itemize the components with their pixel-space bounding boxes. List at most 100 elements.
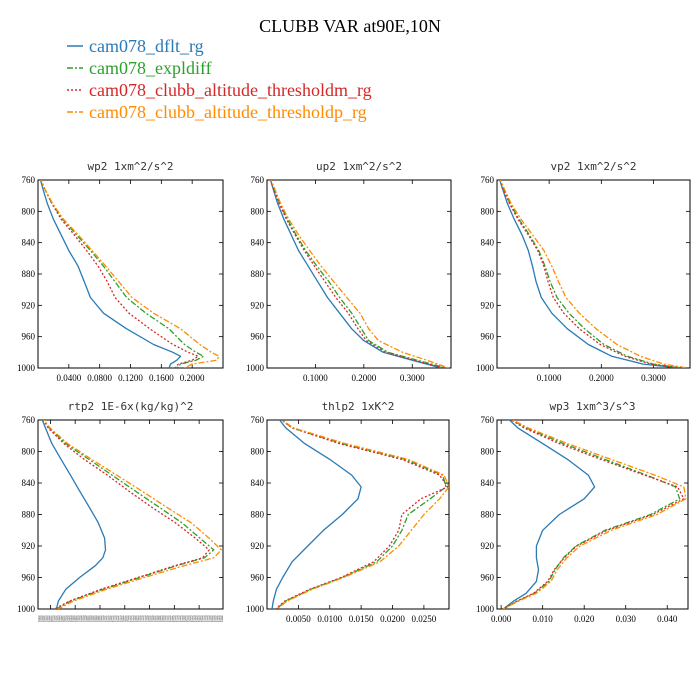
y-tick-label: 960 <box>481 332 495 342</box>
series-line <box>499 180 683 368</box>
legend-label: cam078_expldiff <box>89 58 212 78</box>
x-tick-label: 0.0100 <box>317 614 342 624</box>
series-line <box>271 420 362 609</box>
x-tick-label: 0.1000 <box>537 373 562 383</box>
y-tick-label: 1000 <box>246 604 265 614</box>
panel-title: wp2 1xm^2/s^2 <box>87 160 173 173</box>
series-line <box>270 180 447 368</box>
x-tick-label: 0.2000 <box>351 373 376 383</box>
panel-title: wp3 1xm^3/s^3 <box>549 400 635 413</box>
y-tick-label: 800 <box>22 206 36 216</box>
series-line <box>275 420 447 609</box>
series-line <box>40 180 199 368</box>
y-tick-label: 800 <box>251 447 265 457</box>
y-tick-label: 920 <box>251 300 265 310</box>
y-tick-label: 800 <box>481 206 495 216</box>
panel: vp2 1xm^2/s^2 760 800 840 880 920 960 1000 0.100… <box>476 160 691 383</box>
legend-item: cam078_clubb_altitude_thresholdm_rg <box>67 80 372 100</box>
panel: thlp2 1xK^2 760 800 840 880 920 960 1000 0.0050 0… <box>246 400 450 624</box>
panel: up2 1xm^2/s^2 760 800 840 880 920 960 1000 0.100… <box>246 160 452 383</box>
series-line <box>41 420 107 609</box>
panel-title: up2 1xm^2/s^2 <box>316 160 402 173</box>
x-tick-label: 0.2000 <box>589 373 614 383</box>
y-tick-label: 1000 <box>17 604 36 614</box>
series-line <box>499 180 680 368</box>
y-tick-label: 880 <box>22 269 36 279</box>
x-tick-label: 0.0250 <box>412 614 437 624</box>
series-group <box>41 420 222 609</box>
series-line <box>39 180 182 368</box>
series-line <box>275 420 449 609</box>
panel: wp2 1xm^2/s^2 760 800 840 880 920 960 1000 0.040… <box>17 160 224 383</box>
y-tick-label: 880 <box>251 510 265 520</box>
panels: wp2 1xm^2/s^2 760 800 840 880 920 960 1000 0.040… <box>17 160 691 624</box>
y-tick-label: 840 <box>22 238 36 248</box>
panel: wp3 1xm^3/s^3 760 800 840 880 920 960 10000.000… <box>476 400 689 624</box>
series-line <box>499 180 688 368</box>
y-tick-label: 760 <box>22 415 36 425</box>
figure-title: CLUBB VAR at90E,10N <box>259 16 441 36</box>
y-tick-label: 960 <box>251 573 265 583</box>
y-tick-label: 960 <box>22 332 36 342</box>
series-group <box>499 180 688 368</box>
y-tick-label: 800 <box>22 447 36 457</box>
legend-label: cam078_clubb_altitude_thresholdp_rg <box>89 102 367 122</box>
series-line <box>269 180 442 368</box>
y-tick-label: 880 <box>481 510 495 520</box>
x-tick-label: 0.1200 <box>118 373 143 383</box>
y-tick-label: 840 <box>481 478 495 488</box>
y-tick-label: 920 <box>22 541 36 551</box>
series-line <box>502 420 681 609</box>
y-tick-label: 920 <box>481 300 495 310</box>
y-tick-label: 840 <box>251 238 265 248</box>
y-tick-label: 920 <box>22 300 36 310</box>
y-tick-label: 960 <box>22 573 36 583</box>
y-tick-label: 1000 <box>476 363 495 373</box>
series-line <box>40 180 220 368</box>
series-line <box>42 420 215 609</box>
panel-title: thlp2 1xK^2 <box>322 400 395 413</box>
legend-label: cam078_clubb_altitude_thresholdm_rg <box>89 80 372 100</box>
y-tick-label: 800 <box>251 206 265 216</box>
y-tick-label: 840 <box>481 238 495 248</box>
y-tick-label: 760 <box>251 175 265 185</box>
y-tick-label: 1000 <box>476 604 495 614</box>
series-line <box>40 180 205 368</box>
series-line <box>499 180 680 368</box>
series-group <box>271 420 449 609</box>
x-tick-label: 0.0050 <box>286 614 311 624</box>
x-tick-label: 0.2000 <box>180 373 205 383</box>
x-tick-label: 0.0400 <box>56 373 81 383</box>
y-tick-label: 880 <box>251 269 265 279</box>
series-line <box>502 420 687 609</box>
legend-label: cam078_dflt_rg <box>89 36 204 56</box>
series-line <box>43 420 222 609</box>
panel: rtp2 1E-6x(kg/kg)^2 760 800 840 880 920 960 100… <box>17 400 224 624</box>
x-tick-label: 0.1000 <box>303 373 328 383</box>
x-tick-label: 0.010 <box>533 614 554 624</box>
series-line <box>270 180 444 368</box>
x-tick-label: 0.3000 <box>641 373 666 383</box>
legend-item: cam078_expldiff <box>67 58 212 78</box>
x-tick-label: 0.040 <box>657 614 678 624</box>
series-group <box>39 180 220 368</box>
y-tick-label: 960 <box>251 332 265 342</box>
y-tick-label: 920 <box>251 541 265 551</box>
y-tick-label: 840 <box>22 478 36 488</box>
series-line <box>270 180 449 368</box>
x-tick-labels: 0.03999 0.07999 0.11999 0.15999 0.19999 … <box>38 614 223 624</box>
y-tick-label: 760 <box>481 175 495 185</box>
legend: cam078_dflt_rgcam078_expldiffcam078_club… <box>67 36 372 122</box>
x-tick-label: 0.3000 <box>400 373 425 383</box>
plot-frame <box>266 179 452 369</box>
y-tick-label: 920 <box>481 541 495 551</box>
plot-frame <box>37 179 224 369</box>
x-tick-label: 0.1600 <box>149 373 174 383</box>
x-tick-label: 0.0800 <box>87 373 112 383</box>
y-tick-label: 880 <box>481 269 495 279</box>
series-line <box>42 420 210 609</box>
y-tick-label: 840 <box>251 478 265 488</box>
x-tick-label: 0.000 <box>491 614 512 624</box>
x-tick-label: 0.0150 <box>349 614 374 624</box>
